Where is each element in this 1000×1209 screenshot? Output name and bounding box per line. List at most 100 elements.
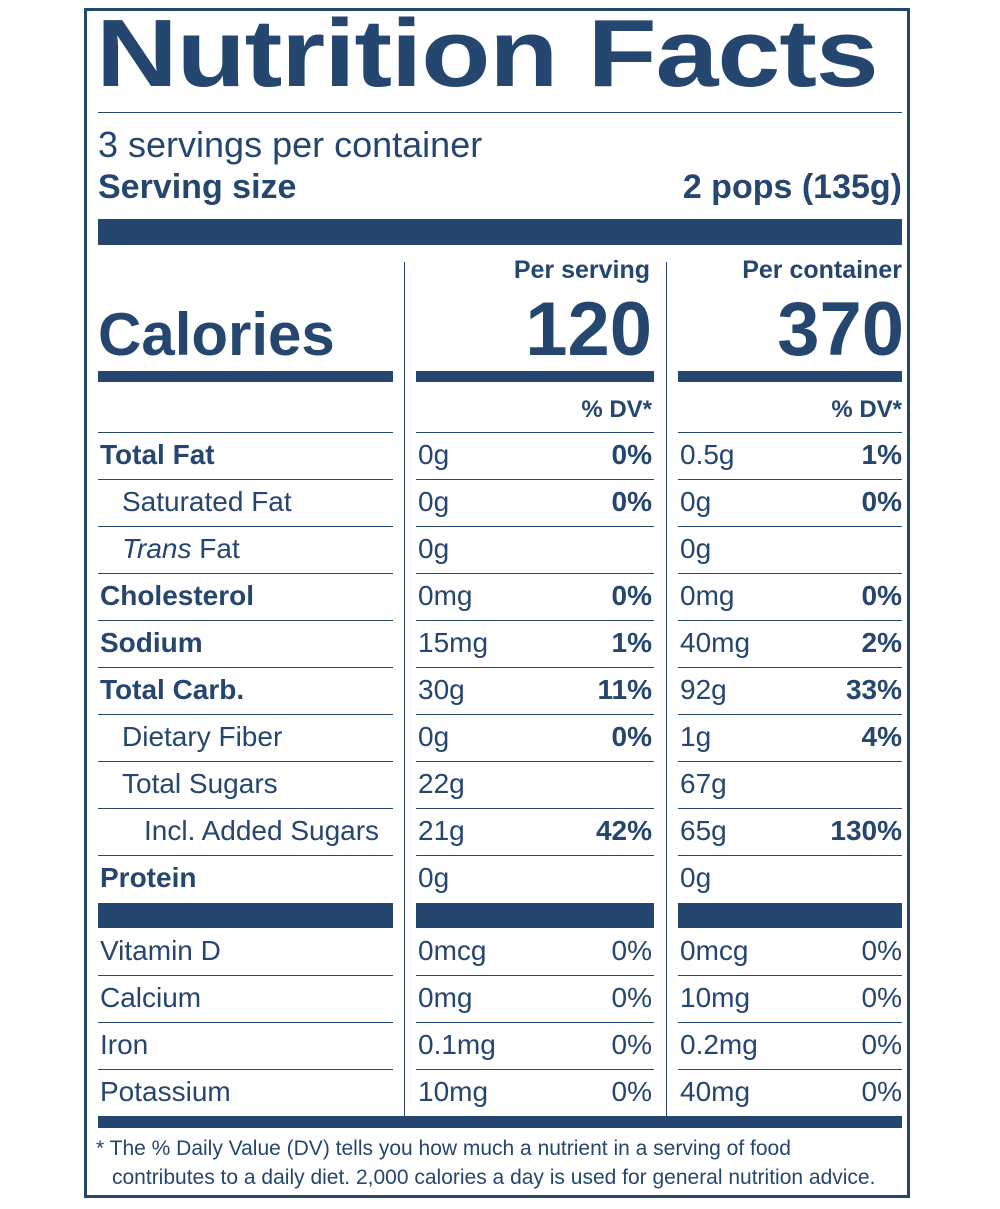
dv-per-serving: 0% [611,580,652,611]
amount-per-container: 40mg [680,1076,751,1107]
dv-per-serving: 11% [597,674,653,705]
nutrients-row-7-rule-right [678,761,902,762]
vitamins-row-3-rule-mid [416,1069,654,1070]
nutrients-row-4-rule-left [98,620,393,621]
nutrients-row-2-rule-right [678,526,902,527]
vitamins-row-1-rule-right [678,975,902,976]
nutrients-row-1-rule-left [98,479,393,480]
vitamin-divider-left [98,903,393,928]
nutrient-name: Saturated Fat [122,486,292,517]
amount-per-serving: 0g [418,439,450,470]
per-container-heading: Per container [742,256,902,284]
amount-per-serving: 22g [418,768,465,799]
nutrients-row-1-rule-right [678,479,902,480]
nutrient-name: Dietary Fiber [122,721,283,752]
amount-per-serving: 10mg [418,1076,489,1107]
footnote: * The % Daily Value (DV) tells you how m… [96,1134,875,1192]
vitamins-row-2-rule-mid [416,1022,654,1023]
dv-per-container: 0% [861,1029,902,1060]
nutrients-row-0-rule-right [678,432,902,433]
thick-divider-bottom [98,1116,902,1128]
amount-per-serving: 0.1mg [418,1029,496,1060]
dv-per-serving: 0% [611,1076,652,1107]
vitamins-row-2-rule-left [98,1022,393,1023]
nutrients-row-4-rule-mid [416,620,654,621]
nutrient-name: Protein [100,862,197,893]
nutrients-row-2-rule-mid [416,526,654,527]
dv-per-serving: 0% [611,982,652,1013]
dv-per-container: 0% [861,580,902,611]
vitamins-row-3-rule-right [678,1069,902,1070]
thick-divider-top [98,219,902,245]
dv-per-serving: 0% [611,439,652,470]
nutrients-row-5-rule-left [98,667,393,668]
nutrient-name-rest: Fat [191,533,240,564]
vitamins-row-2-rule-right [678,1022,902,1023]
dv-per-container: 130% [830,815,902,846]
nutrients-row-4-rule-right [678,620,902,621]
nutrients-row-5-rule-mid [416,667,654,668]
dv-per-container: 0% [861,935,902,966]
title-divider [98,112,902,113]
amount-per-container: 0mg [680,580,735,611]
nutrients-row-7-rule-mid [416,761,654,762]
nutrients-row-6-rule-left [98,714,393,715]
calories-label: Calories [98,301,335,368]
serving-size-label: Serving size [98,168,297,206]
nutrients-row-3-rule-left [98,573,393,574]
amount-per-container: 92g [680,674,727,705]
nutrients-row-9-rule-left [98,855,393,856]
nutrients-row-5-rule-right [678,667,902,668]
nutrition-label [84,8,910,1198]
dv-heading-container: % DV* [831,396,902,423]
calories-divider-left [98,371,393,382]
dv-per-serving: 42% [595,815,652,846]
amount-per-container: 1g [680,721,712,752]
amount-per-container: 65g [680,815,727,846]
nutrients-row-2-rule-left [98,526,393,527]
nutrients-row-8-rule-mid [416,808,654,809]
nutrients-row-8-rule-left [98,808,393,809]
nutrient-name: Trans Fat [122,535,240,563]
servings-per-container: 3 servings per container [98,124,483,165]
nutrients-row-9-rule-right [678,855,902,856]
dv-per-container: 1% [861,439,902,470]
vitamins-row-3-rule-left [98,1069,393,1070]
vitamin-name: Vitamin D [100,935,221,966]
calories-per-serving: 120 [525,287,652,372]
amount-per-serving: 0mg [418,982,473,1013]
dv-per-container: 33% [845,674,902,705]
nutrients-row-3-rule-mid [416,573,654,574]
amount-per-container: 0g [680,862,712,893]
serving-size-value: 2 pops (135g) [682,168,902,206]
amount-per-container: 10mg [680,982,751,1013]
footnote-line-1: * The % Daily Value (DV) tells you how m… [96,1137,791,1160]
dv-heading-serving: % DV* [581,396,652,423]
vitamins-row-1-rule-left [98,975,393,976]
amount-per-serving: 0g [418,533,450,564]
dv-per-serving: 0% [611,1029,652,1060]
nutrients-row-6-rule-mid [416,714,654,715]
nutrients-row-1-rule-mid [416,479,654,480]
dv-per-container: 0% [861,486,902,517]
amount-per-serving: 0g [418,721,450,752]
vitamin-divider-right [678,903,902,928]
nutrient-name: Incl. Added Sugars [144,815,380,846]
vitamin-divider-mid [416,903,654,928]
nutrients-row-9-rule-mid [416,855,654,856]
calories-divider-mid [416,371,654,382]
calories-per-container: 370 [777,287,904,372]
nutrients-row-0-rule-mid [416,432,654,433]
nutrient-name: Sodium [100,627,203,658]
footnote-line-2: contributes to a daily diet. 2,000 calor… [112,1166,876,1189]
vitamin-name: Calcium [100,982,202,1013]
nutrients-row-6-rule-right [678,714,902,715]
amount-per-container: 67g [680,768,727,799]
amount-per-serving: 21g [418,815,465,846]
amount-per-container: 0.2mg [680,1029,758,1060]
amount-per-container: 0.5g [680,439,735,470]
dv-per-container: 0% [861,1076,902,1107]
nutrient-name-italic: Trans [122,533,192,564]
per-serving-heading: Per serving [513,256,650,284]
nutrients-row-7-rule-left [98,761,393,762]
